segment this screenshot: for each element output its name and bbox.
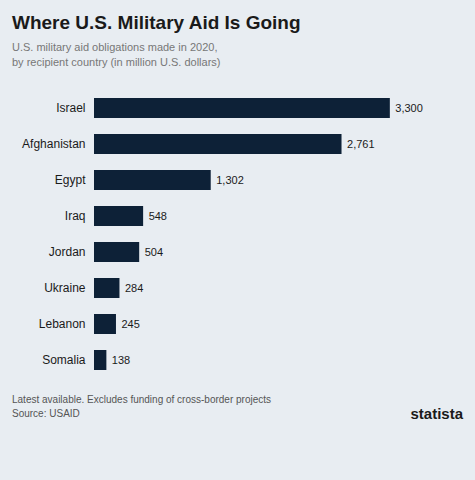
svg-text:Iraq: Iraq xyxy=(65,209,86,223)
svg-text:284: 284 xyxy=(125,282,143,294)
html-text:Source: USAID: Source: USAID xyxy=(12,408,80,420)
svg-text:504: 504 xyxy=(145,246,163,258)
svg-text:1,302: 1,302 xyxy=(216,174,244,186)
svg-text:Israel: Israel xyxy=(56,101,85,115)
html-text:U.S. military aid obligations: U.S. military aid obligations made in 20… xyxy=(12,41,221,69)
svg-text:3,300: 3,300 xyxy=(395,102,423,114)
svg-text:245: 245 xyxy=(121,318,139,330)
svg-text:Lebanon: Lebanon xyxy=(39,317,86,331)
svg-text:Ukraine: Ukraine xyxy=(44,281,86,295)
svg-text:Afghanistan: Afghanistan xyxy=(22,137,85,151)
svg-text:Egypt: Egypt xyxy=(55,173,86,187)
html-text:Where U.S. Military Aid Is Goi: Where U.S. Military Aid Is Going xyxy=(12,12,301,33)
svg-text:548: 548 xyxy=(149,210,167,222)
svg-text:Jordan: Jordan xyxy=(49,245,86,259)
html-text:Latest available. Excludes fun: Latest available. Excludes funding of cr… xyxy=(12,393,271,405)
svg-text:2,761: 2,761 xyxy=(347,138,375,150)
svg-text:138: 138 xyxy=(112,354,130,366)
html-text:statista: statista xyxy=(410,404,463,422)
svg-text:Somalia: Somalia xyxy=(42,353,86,367)
